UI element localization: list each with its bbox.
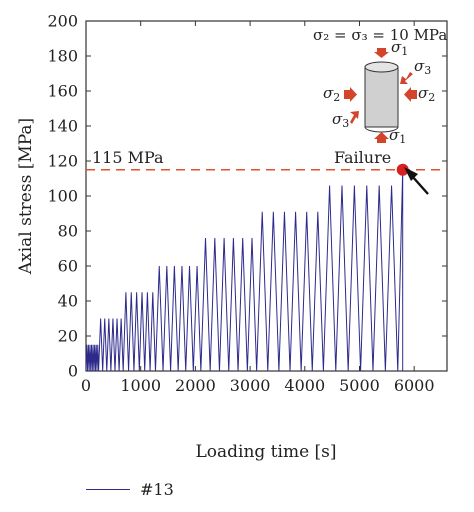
legend: #13 xyxy=(86,480,174,499)
y-tick-label: 140 xyxy=(47,117,78,136)
sigma1-top-arrow xyxy=(374,48,389,58)
x-tick-label: 1000 xyxy=(120,376,161,395)
specimen-inset: σ₂ = σ₃ = 10 MPa σ1 σ3 σ2 σ2 σ3 σ1 xyxy=(313,26,447,146)
legend-swatch xyxy=(86,489,130,490)
plot-frame xyxy=(85,20,448,372)
x-tick-label: 3000 xyxy=(230,376,271,395)
sigma2-left-arrow xyxy=(344,87,357,102)
sigma3-lower-left-arrow xyxy=(350,111,359,124)
x-tick-label: 4000 xyxy=(284,376,325,395)
y-tick-label: 120 xyxy=(47,152,78,171)
failure-arrowhead xyxy=(404,167,418,181)
failure-label: Failure xyxy=(334,148,391,167)
x-axis-label: Loading time [s] xyxy=(195,442,336,462)
y-tick-label: 160 xyxy=(47,82,78,101)
sigma2-right-arrow xyxy=(404,87,417,102)
x-tick-label: 2000 xyxy=(175,376,216,395)
y-tick-label: 180 xyxy=(47,47,78,66)
failure-marker xyxy=(396,163,409,176)
specimen-cylinder xyxy=(364,66,399,128)
failure-arrow xyxy=(411,175,429,195)
x-axis-ticks: 0 1000 2000 3000 4000 5000 6000 xyxy=(81,21,435,395)
sigma3-upper-right-arrow xyxy=(400,72,413,84)
legend-label: #13 xyxy=(140,480,174,499)
sigma1-bottom-arrow xyxy=(374,132,389,143)
sigma3-left-label: σ3 xyxy=(332,110,349,130)
y-tick-label: 100 xyxy=(47,187,78,206)
y-tick-label: 0 xyxy=(68,362,78,381)
inset-title: σ₂ = σ₃ = 10 MPa xyxy=(313,26,447,44)
x-tick-label: 0 xyxy=(81,376,91,395)
x-tick-label: 5000 xyxy=(339,376,380,395)
y-axis-ticks: 0 20 40 60 80 100 120 140 160 180 200 xyxy=(47,12,447,381)
y-tick-label: 60 xyxy=(58,257,78,276)
series-line xyxy=(85,169,404,372)
y-axis-label: Axial stress [MPa] xyxy=(16,118,36,275)
x-tick-label: 6000 xyxy=(394,376,435,395)
reference-line-label: 115 MPa xyxy=(92,148,164,167)
y-tick-label: 20 xyxy=(58,327,78,346)
y-tick-label: 40 xyxy=(58,292,78,311)
y-tick-label: 200 xyxy=(47,12,78,31)
series-13 xyxy=(85,169,404,372)
sigma2-left-label: σ2 xyxy=(323,84,340,104)
specimen-top xyxy=(364,61,399,73)
y-tick-label: 80 xyxy=(58,222,78,241)
sigma2-right-label: σ2 xyxy=(418,84,435,104)
sigma3-right-label: σ3 xyxy=(414,57,431,77)
sigma1-bottom-label: σ1 xyxy=(389,126,406,146)
